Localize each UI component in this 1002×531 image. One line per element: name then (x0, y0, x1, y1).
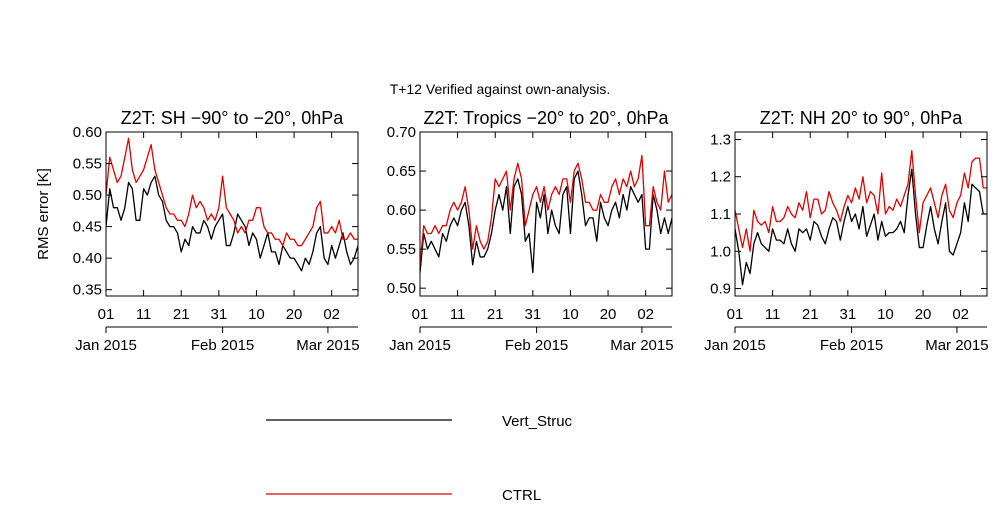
month-tick-label: Jan 2015 (704, 337, 766, 354)
x-tick-label: 10 (562, 306, 579, 323)
legend-label-1: Vert_Struc (502, 413, 573, 430)
y-tick-label: 0.55 (73, 156, 102, 173)
panel-title: Z2T: NH 20° to 90°, 0hPa (760, 108, 963, 128)
x-tick-label: 20 (286, 306, 303, 323)
x-tick-label: 21 (173, 306, 190, 323)
y-tick-label: 0.65 (387, 163, 416, 180)
month-tick-label: Feb 2015 (820, 337, 883, 354)
panels: Z2T: SH −90° to −20°, 0hPa 0.35 0.40 0.45 0.… (35, 108, 989, 354)
plot-frame (105, 131, 359, 297)
panel-1: Z2T: SH −90° to −20°, 0hPa 0.35 0.40 0.45 0.… (35, 108, 360, 354)
month-tick-label: Jan 2015 (75, 337, 137, 354)
series-line-ctrl (106, 137, 358, 247)
x-tick-label: 11 (765, 306, 781, 323)
panel-2: Z2T: Tropics −20° to 20°, 0hPa 0.50 0.55 0.… (387, 108, 674, 354)
figure-suptitle: T+12 Verified against own-analysis. (390, 81, 611, 97)
month-tick-label: Mar 2015 (296, 337, 359, 354)
x-tick-label: 31 (210, 306, 227, 323)
x-tick-label: 21 (487, 306, 504, 323)
x-tick-label: 02 (952, 306, 969, 323)
month-tick-label: Jan 2015 (389, 337, 451, 354)
series-line-ctrl (420, 154, 672, 265)
legend-label-2: CTRL (502, 487, 541, 504)
y-axis-label: RMS error [K] (35, 168, 52, 260)
y-tick-label: 1.1 (710, 206, 731, 223)
panel-title: Z2T: Tropics −20° to 20°, 0hPa (423, 108, 669, 128)
x-tick-label: 21 (802, 306, 819, 323)
x-tick-label: 01 (727, 306, 744, 323)
month-tick-label: Mar 2015 (610, 337, 673, 354)
x-tick-label: 10 (877, 306, 894, 323)
y-tick-label: 0.55 (387, 241, 416, 258)
x-tick-label: 01 (412, 306, 429, 323)
x-tick-label: 02 (637, 306, 654, 323)
panel-3: Z2T: NH 20° to 90°, 0hPa 0.9 1.0 1.1 1.2 1.3 0… (704, 108, 988, 354)
y-tick-label: 1.0 (710, 243, 731, 260)
y-tick-label: 0.45 (73, 219, 102, 236)
y-tick-label: 1.3 (710, 131, 731, 148)
x-tick-label: 10 (248, 306, 265, 323)
y-tick-label: 0.35 (73, 282, 102, 299)
y-tick-label: 0.40 (73, 250, 102, 267)
y-tick-label: 0.60 (387, 202, 416, 219)
month-tick-label: Mar 2015 (925, 337, 988, 354)
y-tick-label: 0.70 (387, 124, 416, 141)
series-line-vert-struc (735, 168, 987, 286)
y-tick-label: 0.50 (387, 280, 416, 297)
plot-frame (419, 131, 673, 297)
x-tick-label: 20 (600, 306, 617, 323)
y-tick-label: 1.2 (710, 169, 731, 186)
y-tick-label: 0.50 (73, 187, 102, 204)
month-tick-label: Feb 2015 (191, 337, 254, 354)
x-tick-label: 20 (915, 306, 932, 323)
legend: Vert_Struc CTRL (266, 413, 573, 504)
x-tick-label: 31 (839, 306, 856, 323)
series-line-vert-struc (106, 175, 358, 272)
series-line-vert-struc (420, 170, 672, 274)
x-tick-label: 11 (450, 306, 466, 323)
x-tick-label: 11 (136, 306, 152, 323)
y-tick-label: 0.60 (73, 124, 102, 141)
panel-title: Z2T: SH −90° to −20°, 0hPa (121, 108, 345, 128)
x-tick-label: 31 (524, 306, 541, 323)
x-tick-label: 02 (323, 306, 340, 323)
x-tick-label: 01 (98, 306, 115, 323)
month-tick-label: Feb 2015 (505, 337, 568, 354)
series-line-ctrl (735, 149, 987, 252)
y-tick-label: 0.9 (710, 281, 731, 298)
